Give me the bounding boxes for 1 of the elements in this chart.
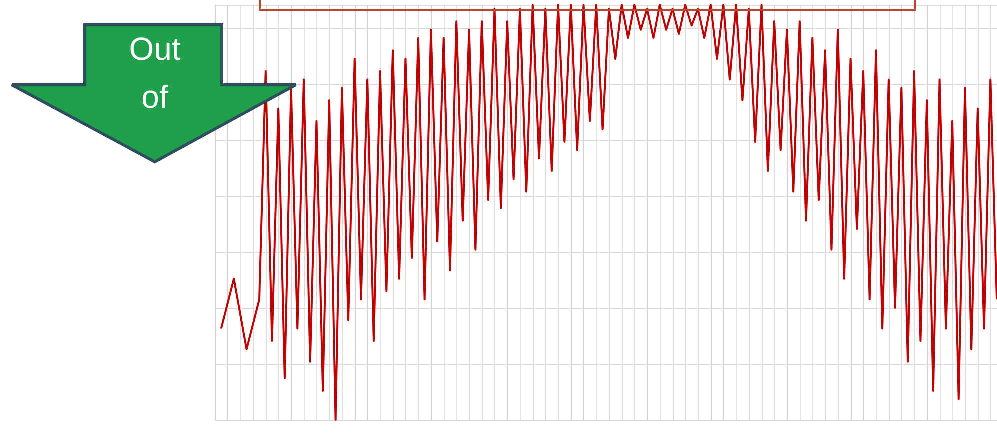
text: Out of xyxy=(129,31,181,115)
